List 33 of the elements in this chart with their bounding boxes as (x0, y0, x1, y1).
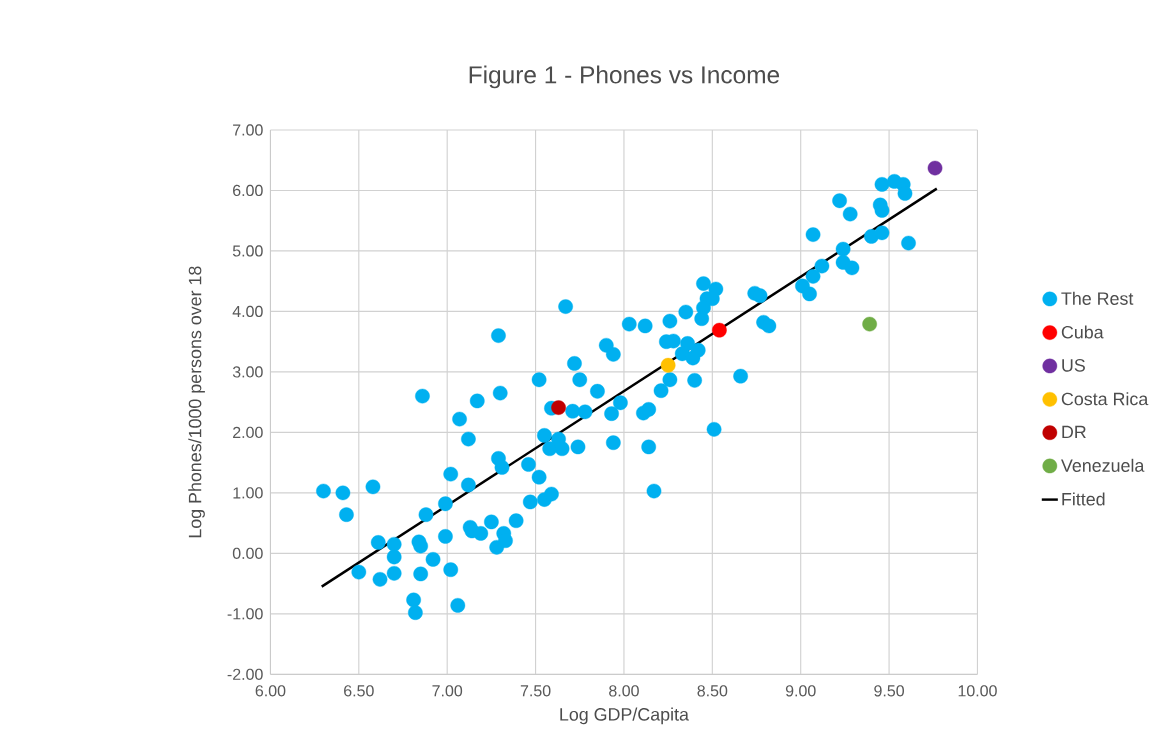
x-tick-label: 9.50 (874, 684, 905, 697)
y-tick-label: 4.00 (232, 305, 263, 317)
legend-label: Fitted (1062, 492, 1105, 506)
y-tick-label: 2.00 (233, 426, 263, 438)
y-tick-label: 0.00 (232, 547, 263, 559)
y-tick-label: 7.00 (233, 124, 263, 136)
point (862, 316, 877, 332)
y-tick-label: 1.00 (233, 487, 263, 499)
y-tick-label: 6.00 (233, 184, 263, 196)
point (927, 160, 943, 176)
x-tick-label: 6.00 (255, 684, 286, 697)
point (712, 322, 727, 338)
legend-label: Costa Rica (1061, 392, 1149, 406)
x-axis-title: Log GDP/Capita (560, 707, 689, 725)
x-tick-label: 8.00 (609, 684, 639, 697)
legend-label: Venezuela (1061, 458, 1145, 472)
y-tick-label: -1.00 (227, 607, 263, 620)
x-tick-label: 6.50 (344, 684, 374, 697)
chart-title: Figure 1 - Phones vs Income (469, 65, 780, 89)
y-tick-label: 3.00 (232, 366, 263, 378)
y-tick-label: 5.00 (232, 245, 263, 257)
legend-label: The Rest (1061, 291, 1134, 305)
y-tick-label: -2.00 (227, 668, 263, 680)
x-tick-label: 7.00 (432, 684, 463, 697)
y-axis-title: Log Phones/1000 persons over 18 (188, 266, 205, 538)
legend-label: Cuba (1061, 325, 1104, 339)
x-tick-label: 10.00 (958, 684, 997, 697)
point (660, 357, 676, 373)
legend-label: US (1062, 358, 1085, 372)
x-tick-label: 8.50 (697, 684, 728, 697)
legend-label: DR (1062, 425, 1086, 438)
x-tick-label: 9.00 (785, 684, 816, 697)
x-tick-label: 7.50 (520, 684, 551, 697)
